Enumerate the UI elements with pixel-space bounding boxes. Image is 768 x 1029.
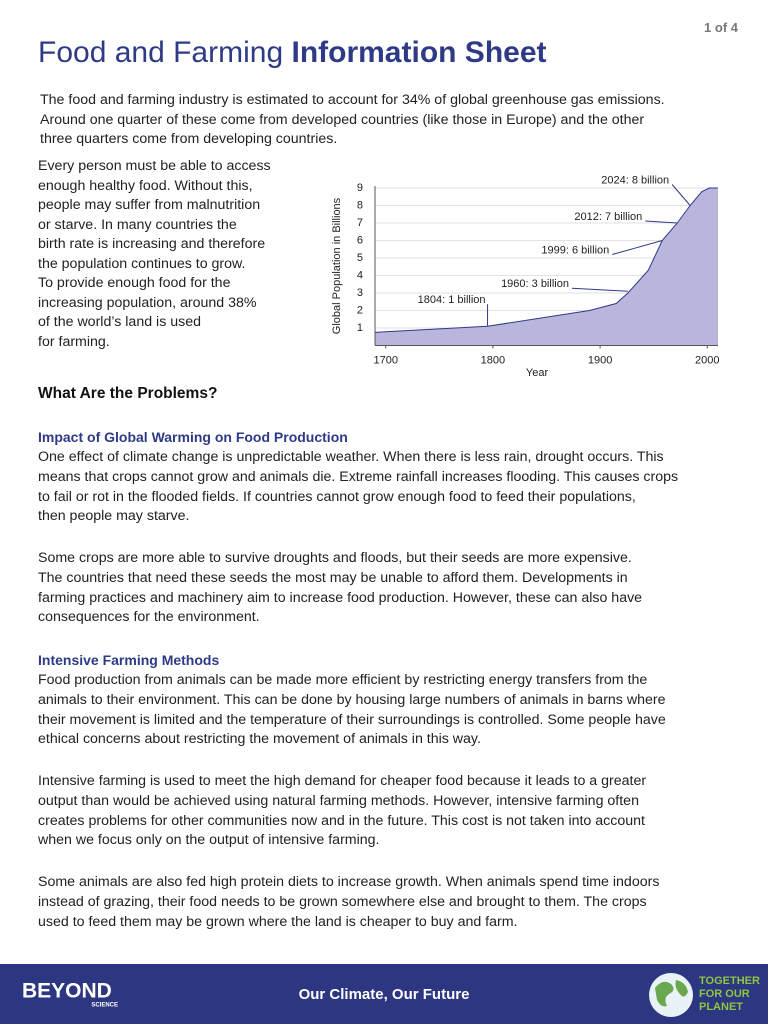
y-tick-label: 8: [357, 199, 363, 211]
y-tick-label: 7: [357, 217, 363, 229]
page-number: 1 of 4: [704, 20, 738, 35]
y-tick-label: 3: [357, 287, 363, 299]
paragraph-line: The countries that need these seeds the …: [38, 569, 628, 586]
partner-line: TOGETHER: [699, 975, 760, 987]
annotation: 1804: 1 billion: [418, 294, 486, 306]
x-tick-label: 2000: [695, 354, 719, 366]
y-axis-label: Global Population in Billions: [331, 197, 343, 334]
sidebar-line: or starve. In many countries the: [38, 216, 237, 233]
sidebar-line: increasing population, around 38%: [38, 294, 257, 311]
partner-line: PLANET: [699, 1001, 743, 1013]
intro-line: The food and farming industry is estimat…: [40, 92, 665, 108]
paragraph-line: One effect of climate change is unpredic…: [38, 449, 664, 465]
annotation: 2024: 8 billion: [601, 174, 669, 186]
x-tick-label: 1700: [373, 354, 397, 366]
annotation: 1999: 6 billion: [541, 244, 609, 256]
x-tick-label: 1800: [481, 354, 505, 366]
paragraph-line: farming practices and machinery aim to i…: [38, 589, 643, 606]
globe-land: [655, 980, 688, 1007]
paragraph-line: then people may starve.: [38, 508, 190, 525]
paragraph-line: output than would be achieved using natu…: [38, 792, 639, 809]
sidebar-line: of the world’s land is used: [38, 314, 201, 330]
logo-sub: SCIENCE: [91, 1003, 118, 1009]
x-axis-label: Year: [526, 367, 549, 379]
paragraph-line: used to feed them may be grown where the…: [38, 913, 518, 930]
subsection-heading: Intensive Farming Methods: [38, 652, 220, 668]
paragraph-line: Food production from animals can be made…: [38, 672, 648, 688]
title: Food and Farming Information Sheet: [38, 36, 547, 70]
tagline: Our Climate, Our Future: [299, 986, 470, 1003]
paragraph-line: means that crops cannot grow and animals…: [38, 468, 679, 485]
y-tick-label: 6: [357, 234, 363, 246]
annotation-leader: [612, 240, 663, 255]
paragraph-line: instead of grazing, their food needs to …: [38, 893, 647, 910]
partner-line: FOR OUR: [699, 988, 750, 1000]
paragraph-line: ethical concerns about restricting the m…: [38, 731, 481, 748]
y-tick-label: 5: [357, 252, 363, 264]
population-chart: 1 2 3 4 5 6 7 8 9 1700 1800 1900 2000 Year Global Popu…: [331, 174, 720, 379]
intro-line: Around one quarter of these come from de…: [40, 111, 645, 128]
annotation: 1960: 3 billion: [501, 278, 569, 290]
title-regular: Food and Farming: [38, 36, 284, 69]
sidebar-line: enough healthy food. Without this,: [38, 177, 253, 194]
y-tick-label: 1: [357, 322, 363, 334]
title-bold: Information Sheet: [291, 36, 547, 69]
sidebar-line: people may suffer from malnutrition: [38, 197, 261, 213]
sidebar-line: the population continues to grow.: [38, 255, 246, 272]
annotation-leader: [645, 220, 678, 224]
section-heading: What Are the Problems?: [38, 385, 218, 402]
footer-graphics: BEYOND SCIENCE Our Climate, Our Future T…: [22, 973, 760, 1017]
paragraph-line: when we focus only on the output of inte…: [38, 832, 380, 849]
sidebar-line: To provide enough food for the: [38, 275, 231, 291]
logo: BEYOND: [22, 980, 112, 1003]
globe: [649, 973, 693, 1017]
paragraph-line: their movement is limited and the temper…: [38, 711, 666, 728]
annotation: 2012: 7 billion: [574, 211, 642, 223]
y-tick-label: 2: [357, 304, 363, 316]
intro-line: three quarters come from developing coun…: [40, 131, 338, 147]
paragraph-line: Some animals are also fed high protein d…: [38, 874, 660, 890]
area: [375, 188, 718, 346]
subsection-heading: Impact of Global Warming on Food Product…: [38, 429, 348, 445]
paragraph-line: consequences for the environment.: [38, 609, 260, 626]
sidebar-line: Every person must be able to access: [38, 158, 271, 174]
paragraph-line: to fail or rot in the flooded fields. If…: [38, 488, 636, 505]
paragraph-line: Some crops are more able to survive drou…: [38, 550, 632, 566]
x-tick-label: 1900: [588, 354, 612, 366]
annotation-leader: [671, 184, 691, 206]
y-tick-label: 9: [357, 182, 363, 194]
area-line: [374, 187, 718, 333]
footer: BEYOND SCIENCE Our Climate, Our Future T…: [0, 964, 768, 1024]
paragraph-line: Intensive farming is used to meet the hi…: [38, 773, 647, 789]
paragraph-line: creates problems for other communities n…: [38, 812, 645, 829]
sidebar-line: birth rate is increasing and therefore: [38, 236, 266, 252]
y-tick-label: 4: [357, 269, 363, 281]
annotation-leader: [571, 287, 628, 292]
sidebar-line: for farming.: [38, 333, 110, 350]
paragraph-line: animals to their environment. This can b…: [38, 691, 666, 708]
